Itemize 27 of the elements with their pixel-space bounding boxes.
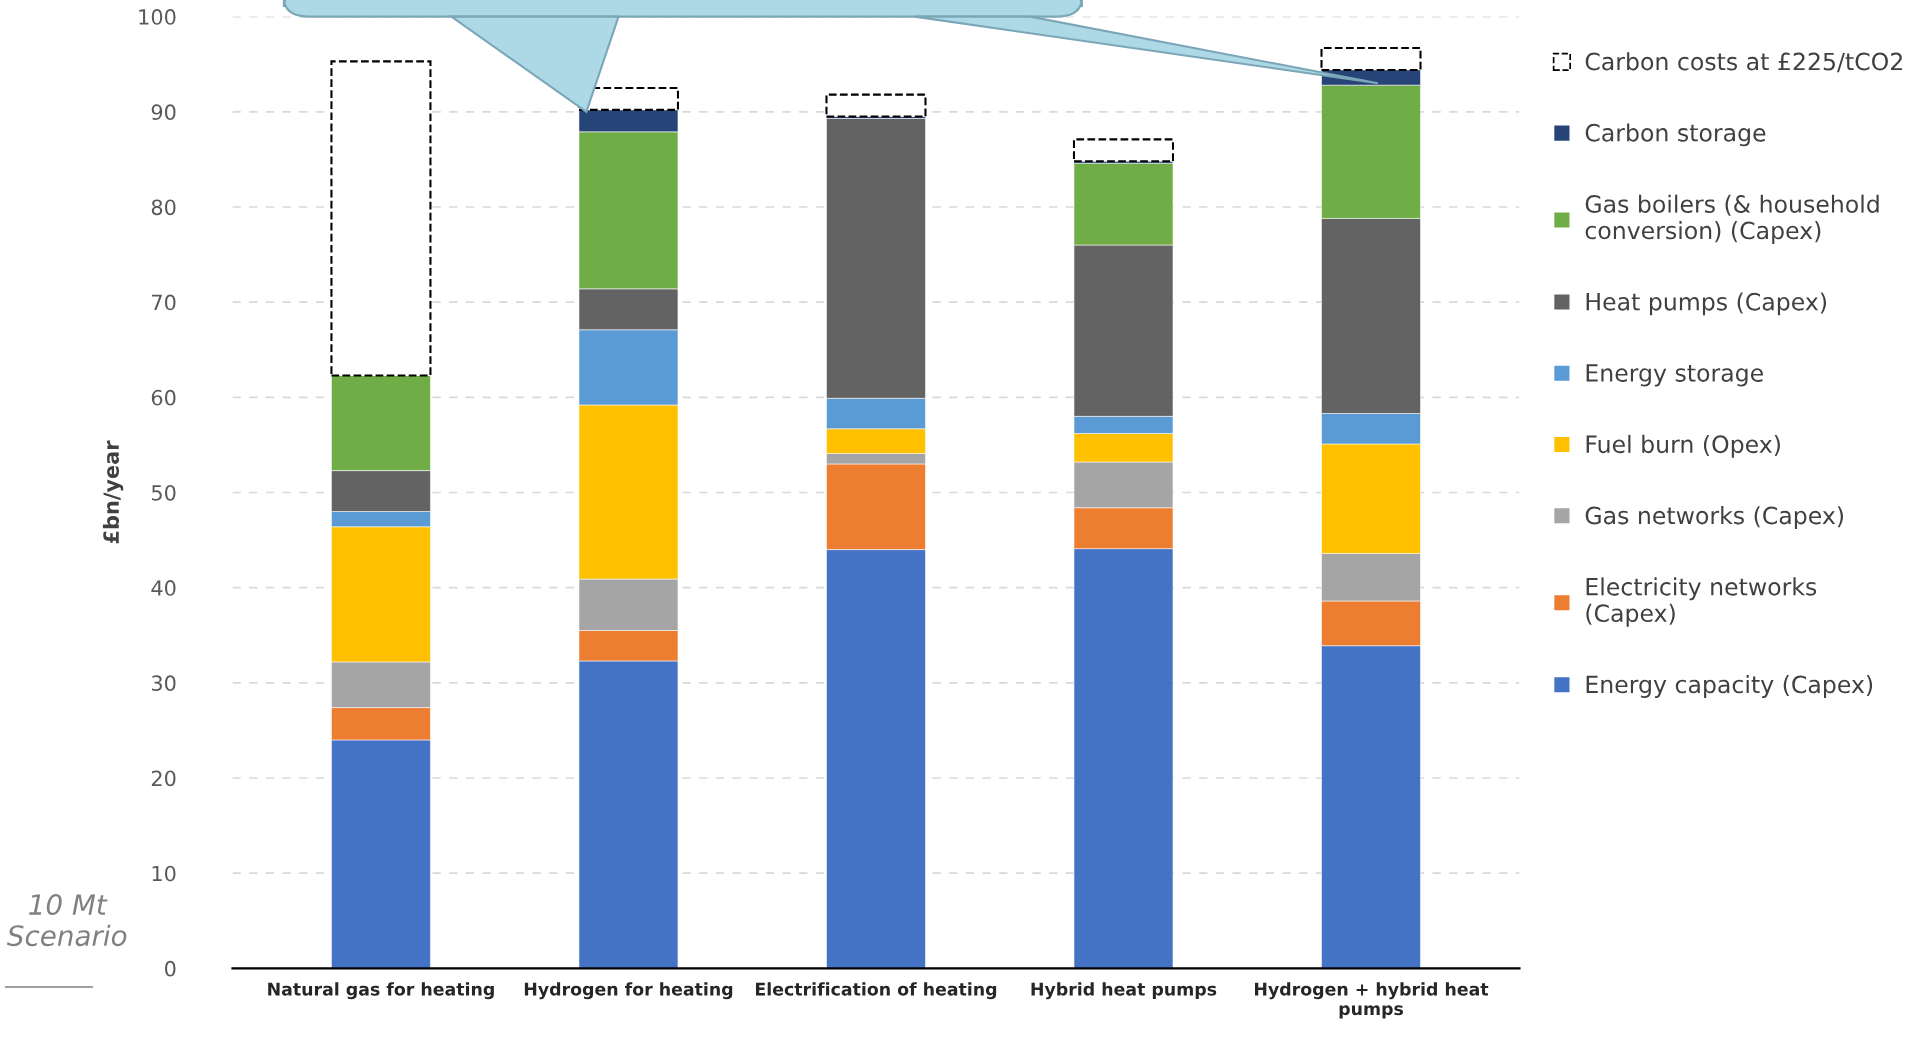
- text: 10 Mt Scenario: [7, 894, 127, 947]
- x-tick-label: Hydrogen + hybrid heat pumps: [1255, 982, 1489, 1019]
- y-tick-label: 80: [151, 199, 176, 216]
- x-tick-label: Electrification of heating: [755, 982, 997, 1000]
- legend-label: Energy capacity (Capex): [1586, 675, 1873, 698]
- legend-label: Energy storage: [1586, 364, 1763, 387]
- y-tick-label: 10: [152, 865, 176, 882]
- legend-label: Electricity networks (Capex): [1586, 577, 1817, 627]
- y-tick-label: 90: [151, 104, 176, 121]
- x-tick-label: Natural gas for heating: [268, 982, 494, 1000]
- y-tick-label: 50: [151, 484, 176, 501]
- x-tick-label: Hydrogen for heating: [524, 982, 733, 1000]
- y-tick-label: 100: [139, 9, 176, 25]
- legend-label: Carbon storage: [1585, 123, 1766, 147]
- legend-label: Gas networks (Capex): [1585, 506, 1844, 529]
- y-tick-label: 70: [152, 294, 176, 311]
- legend-label: Carbon costs at £225/tCO2: [1585, 52, 1902, 73]
- legend-label: Fuel burn (Opex): [1586, 434, 1780, 458]
- y-axis-title: £bn/year: [102, 440, 124, 544]
- y-tick-label: 40: [151, 580, 176, 596]
- y-tick-label: 20: [151, 770, 176, 787]
- legend-label: Heat pumps (Capex): [1586, 292, 1827, 316]
- legend-label: Gas boilers (& household conversion) (Capex): [1585, 194, 1879, 244]
- y-tick-label: 30: [151, 675, 176, 692]
- y-tick-label: 60: [151, 389, 176, 406]
- x-tick-label: Hybrid heat pumps: [1031, 982, 1217, 1000]
- y-tick-label: 0: [165, 960, 176, 977]
